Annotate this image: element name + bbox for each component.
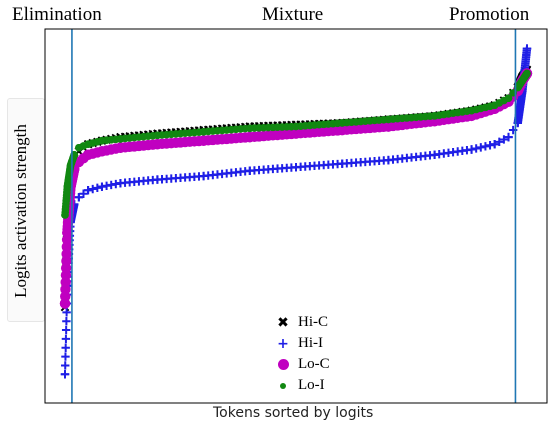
point-hi-i-value: [467, 145, 476, 154]
point-lo-c-value: [383, 121, 394, 132]
axes-frame: [44, 28, 548, 404]
point-hi-i: [495, 137, 504, 147]
point-hi-i: [62, 308, 71, 317]
point-hi-i: [61, 325, 71, 335]
x-marker-icon: ✖: [277, 314, 289, 331]
point-hi-i-value: [60, 370, 70, 379]
point-hi-i-value: [83, 186, 93, 195]
point-lo-c-value: [115, 142, 126, 153]
point-hi-i-value: [338, 159, 347, 168]
point-hi-i: [61, 352, 70, 361]
point-lo-c-value: [59, 298, 71, 309]
point-lo-i-value: [430, 112, 439, 120]
point-hi-i: [93, 183, 102, 193]
point-lo-c-value: [82, 149, 94, 161]
legend-label: Lo-C: [298, 356, 330, 372]
point-lo-c-value: [62, 227, 73, 238]
legend-label: Hi-I: [298, 335, 323, 351]
legend-label: Hi-C: [298, 314, 328, 330]
point-lo-i-value: [75, 143, 83, 152]
point-lo-i-value: [518, 76, 527, 85]
plus-marker-icon: +: [277, 335, 289, 352]
point-hi-i-value: [430, 150, 439, 160]
point-lo-i-value: [63, 182, 72, 191]
point-hi-i: [79, 189, 88, 198]
point-lo-c-value: [96, 146, 108, 157]
point-hi-i: [471, 144, 481, 153]
region-label-mixture: Mixture: [262, 4, 324, 25]
legend-label: Lo-I: [298, 377, 325, 393]
point-hi-i-value: [490, 140, 499, 149]
point-hi-i-value: [74, 193, 84, 202]
point-lo-i-value: [292, 122, 300, 131]
point-hi-i-value: [245, 166, 254, 175]
point-hi-i-value: [522, 44, 532, 53]
point-hi-i-value: [384, 155, 393, 165]
legend-item-hi-c: ✖ Hi-C: [272, 312, 330, 333]
point-hi-i-value: [291, 163, 301, 172]
dot-marker-icon: [272, 382, 294, 389]
point-lo-i-value: [246, 124, 254, 133]
point-hi-i: [485, 141, 495, 150]
point-lo-c-value: [152, 139, 163, 150]
point-lo-c-value: [290, 128, 302, 139]
vertical-lines-layer: [71, 29, 517, 403]
point-lo-i-value: [384, 115, 393, 124]
point-lo-i-value: [467, 106, 476, 115]
point-hi-i: [61, 361, 70, 370]
circle-marker-icon: [272, 359, 294, 370]
point-lo-c-value: [198, 135, 209, 146]
point-hi-i-value: [199, 171, 208, 181]
point-lo-i-value: [66, 161, 75, 170]
point-hi-i: [61, 343, 70, 352]
point-hi-i-value: [116, 178, 125, 188]
region-label-elimination: Elimination: [12, 4, 102, 25]
x-axis-label: Tokens sorted by logits: [213, 405, 374, 421]
point-lo-c-value: [244, 131, 255, 143]
point-lo-i-value: [61, 211, 69, 219]
legend-item-hi-i: + Hi-I: [272, 333, 330, 354]
point-lo-i-value: [98, 136, 106, 145]
point-hi-i: [476, 143, 485, 152]
point-hi-i: [61, 334, 71, 344]
point-lo-i-value: [199, 128, 208, 136]
point-hi-i: [88, 184, 97, 194]
point-hi-i-value: [504, 132, 513, 142]
legend-item-lo-i: Lo-I: [272, 375, 330, 396]
point-hi-i-value: [153, 175, 162, 184]
point-lo-c-value: [337, 124, 348, 136]
point-lo-i-value: [153, 131, 162, 140]
point-hi-i: [499, 135, 509, 144]
point-lo-i-value: [490, 101, 499, 110]
point-lo-i-value: [116, 135, 125, 143]
point-lo-i-value: [84, 140, 92, 148]
point-lo-i-value: [523, 69, 531, 78]
region-label-promotion: Promotion: [449, 4, 530, 25]
point-hi-i-value: [97, 182, 107, 191]
point-hi-i: [481, 142, 490, 151]
point-lo-i-value: [338, 119, 347, 127]
point-lo-i-value: [504, 94, 513, 102]
legend: ✖ Hi-C + Hi-I Lo-C Lo-I: [272, 312, 330, 396]
point-hi-i: [62, 317, 71, 326]
data-points-layer: [59, 44, 533, 379]
legend-item-lo-c: Lo-C: [272, 354, 330, 375]
